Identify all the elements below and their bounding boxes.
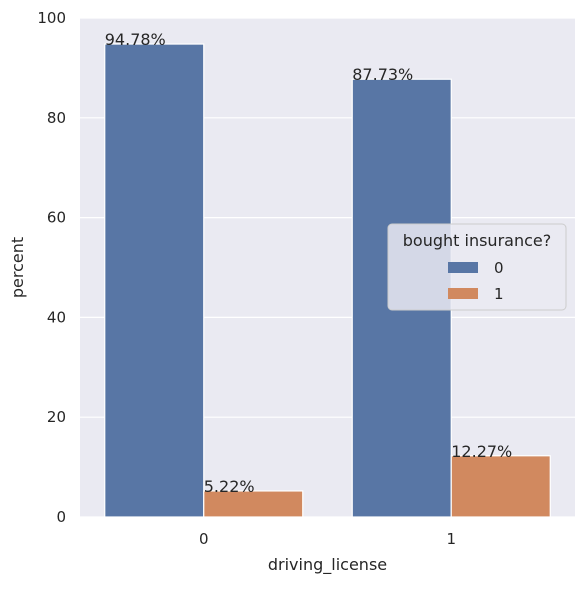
legend-items: 01	[448, 259, 504, 303]
bar-1-1	[450, 455, 551, 518]
x-tick-label: 0	[199, 530, 209, 548]
bar-value-label: 94.78%	[105, 30, 166, 49]
bar-value-label: 87.73%	[352, 65, 413, 84]
legend-swatch-1	[448, 288, 478, 299]
y-tick-label: 80	[47, 109, 66, 127]
legend: bought insurance? 01	[387, 223, 567, 311]
bar-value-label: 12.27%	[451, 442, 512, 461]
y-tick-label: 0	[56, 508, 66, 526]
bar-1-0	[203, 490, 304, 518]
y-axis-label: percent	[8, 237, 27, 298]
x-tick-label: 1	[446, 530, 456, 548]
y-axis-ticks: 0 20 40 60 80 100	[37, 9, 66, 526]
y-tick-label: 60	[47, 209, 66, 227]
legend-entry-label: 0	[494, 259, 504, 277]
legend-swatch-0	[448, 262, 478, 273]
x-axis-label: driving_license	[268, 555, 387, 575]
y-tick-label: 100	[37, 9, 66, 27]
legend-title: bought insurance?	[403, 231, 551, 250]
data-labels: 94.78% 5.22% 87.73% 12.27%	[105, 30, 513, 496]
bar-value-label: 5.22%	[204, 477, 255, 496]
bar-0-0	[104, 43, 205, 518]
y-tick-label: 40	[47, 308, 66, 326]
y-tick-label: 20	[47, 408, 66, 426]
legend-entry-label: 1	[494, 285, 504, 303]
